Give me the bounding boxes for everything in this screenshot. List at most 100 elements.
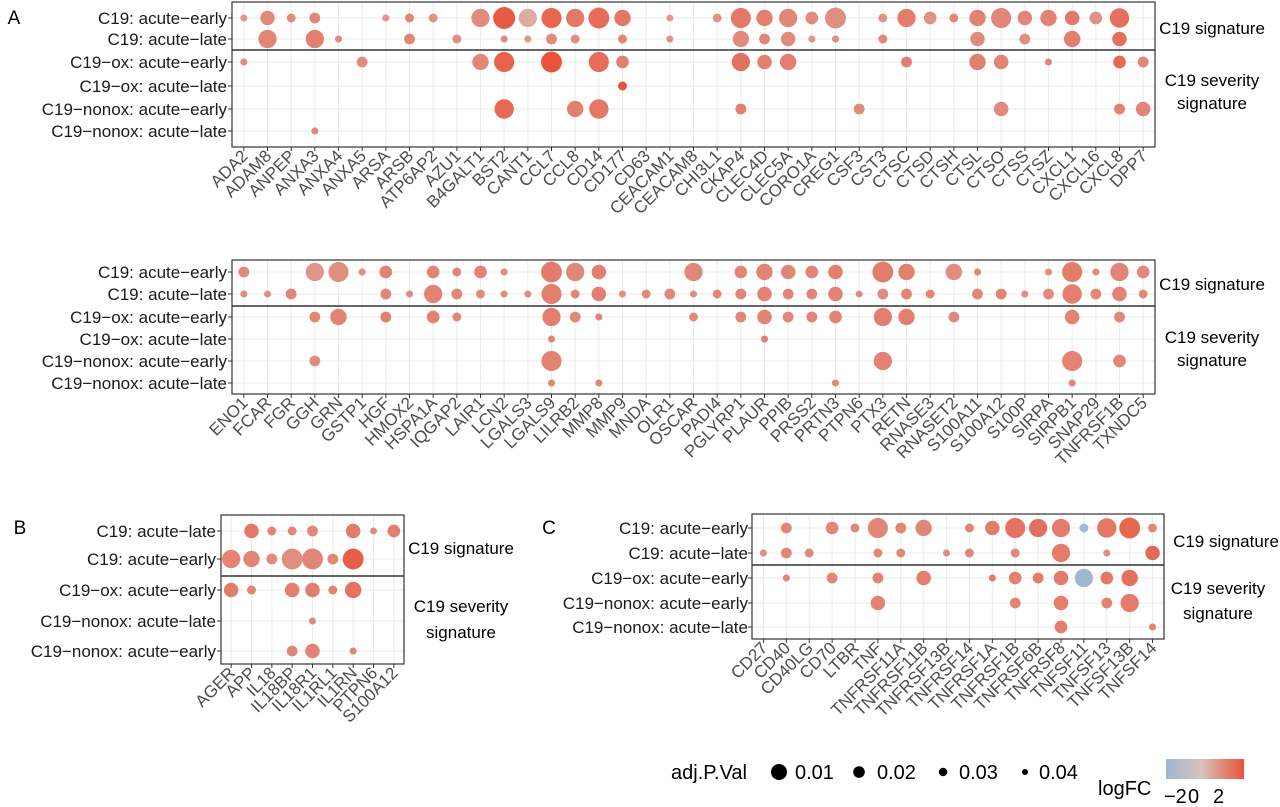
data-point [964,548,974,558]
data-point [734,265,748,279]
data-point [1053,570,1069,586]
data-point [1079,523,1089,533]
data-point [524,35,532,43]
data-point [618,290,627,298]
data-point [1062,350,1083,372]
data-point [518,8,537,28]
y-tick-label: C19: acute−early [98,9,227,28]
size-legend-label-3: 0.03 [959,762,998,784]
data-point [286,645,298,657]
data-point [327,553,339,565]
data-point [244,523,259,539]
data-point [1119,517,1141,539]
data-point [988,574,996,582]
data-point [345,523,361,539]
data-point [1145,545,1160,561]
data-point [500,35,508,43]
data-point [1089,11,1103,25]
data-point [595,313,603,321]
data-point [589,99,609,119]
data-point [735,103,747,115]
data-point [867,517,888,539]
data-point [873,351,892,371]
data-point [1051,518,1071,538]
data-point [1120,593,1139,613]
data-point [281,548,303,570]
data-point [614,9,631,27]
group-label-severity: C19 severity [1171,579,1266,598]
data-point [428,13,438,23]
data-point [831,35,840,43]
data-point [404,33,415,45]
data-point [1064,10,1080,26]
data-point [328,585,338,595]
data-point [896,548,906,558]
data-point [825,7,846,29]
y-tick-label: C19: acute−late [107,30,227,49]
data-point [500,290,508,298]
data-point [782,574,790,582]
data-point [895,522,907,534]
data-point [546,33,557,45]
data-point [494,99,514,119]
data-point [588,7,610,29]
panel-c: C19: acute−early C19: acute−late C19−ox: a… [542,513,1279,721]
data-point [328,261,349,283]
data-point [1110,262,1129,282]
data-point [1044,58,1053,66]
y-tick-label: C19−nonox: acute−late [572,618,748,637]
data-point [878,13,888,23]
y-tick-label: C19−nonox: acute−early [563,594,749,613]
data-point [369,527,378,535]
data-point [1008,571,1022,585]
data-point [780,547,792,559]
data-point [1074,568,1094,588]
y-tick-label: C19−ox: acute−late [80,330,227,349]
data-point [1112,31,1127,47]
y-tick-label: C19−nonox: acute−late [51,374,227,393]
data-point [829,310,842,324]
data-point [285,288,297,300]
y-tick-label: C19: acute−late [96,522,216,541]
data-point [1028,518,1048,538]
data-point [344,581,362,599]
group-label-severity: signature [1177,351,1247,370]
data-point [757,286,772,302]
data-point [547,379,556,387]
y-tick-label: C19: acute−late [107,285,227,304]
data-point [925,289,935,299]
data-point [500,268,508,276]
panel-a2: C19: acute−early C19: acute−late C19−ox: a… [42,259,1265,469]
data-point [452,312,462,322]
data-point [588,51,609,73]
data-point [804,548,814,558]
data-point [591,264,607,280]
data-point [349,647,357,655]
data-point [780,264,796,280]
data-point [1032,572,1044,584]
data-point [779,8,798,28]
data-point [1148,523,1158,533]
data-point [806,311,818,323]
data-point [993,101,1009,117]
data-point [358,268,366,276]
data-point [222,549,241,569]
data-point [569,311,581,323]
data-point [541,261,562,283]
data-point [240,14,248,22]
data-point [243,550,260,568]
data-point [1040,9,1057,27]
data-point [945,263,963,281]
data-point [730,7,751,29]
data-point [305,262,324,282]
data-point [387,524,401,538]
data-point [1044,268,1053,276]
data-point [263,290,272,298]
data-point [286,13,296,23]
data-point [855,290,863,298]
data-point [524,290,532,298]
data-point [985,520,1000,536]
data-point [247,585,256,595]
data-point [240,58,248,66]
data-point [826,572,838,584]
